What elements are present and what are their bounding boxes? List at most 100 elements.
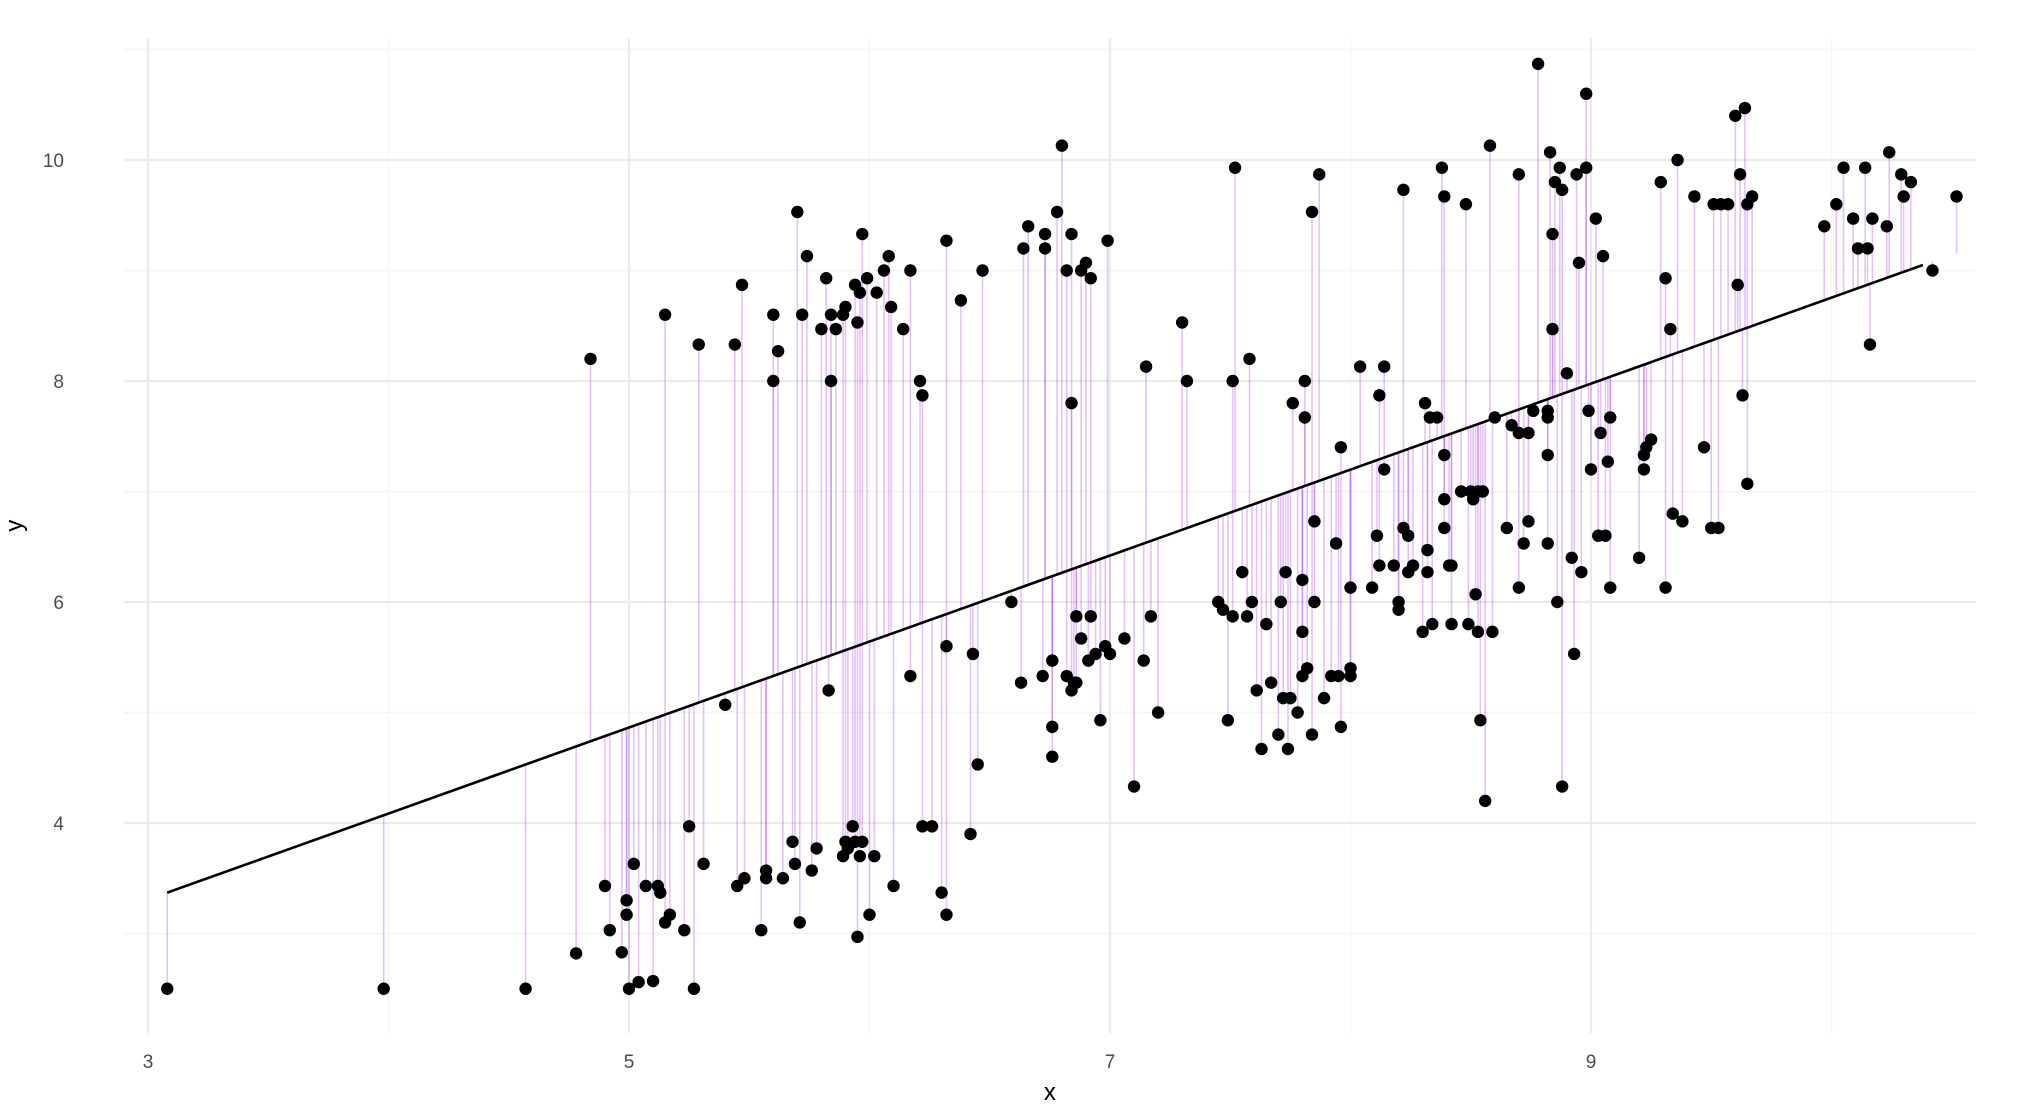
- data-point: [788, 857, 802, 871]
- data-point: [940, 234, 953, 247]
- data-point: [1488, 411, 1502, 424]
- data-point: [1438, 493, 1451, 506]
- fit-line-group: [166, 263, 1924, 894]
- x-axis-title: x: [1044, 1079, 1056, 1104]
- data-points: [161, 57, 1963, 995]
- data-point: [1654, 175, 1667, 189]
- data-point: [1089, 647, 1102, 661]
- data-point: [884, 300, 898, 314]
- data-point: [935, 886, 948, 899]
- data-point: [1308, 595, 1321, 609]
- data-point: [1880, 220, 1894, 233]
- data-point: [1298, 374, 1312, 388]
- data-point: [639, 879, 653, 893]
- data-point: [1118, 632, 1131, 645]
- data-point: [1582, 404, 1595, 418]
- data-point: [1579, 161, 1593, 174]
- data-point: [1334, 441, 1348, 454]
- data-point: [1601, 455, 1615, 468]
- data-point: [603, 923, 616, 937]
- data-point: [1721, 198, 1735, 211]
- data-point: [663, 908, 677, 921]
- data-point: [1462, 617, 1475, 631]
- data-point: [1236, 565, 1249, 579]
- data-point: [791, 205, 804, 219]
- data-point: [1046, 720, 1059, 734]
- data-point: [1397, 183, 1410, 197]
- data-point: [976, 264, 989, 277]
- data-point: [1070, 676, 1083, 689]
- data-point: [1139, 360, 1153, 373]
- data-point: [793, 916, 806, 929]
- data-point: [1560, 367, 1574, 380]
- data-point: [519, 982, 532, 995]
- data-point: [1476, 485, 1489, 498]
- data-point: [940, 640, 953, 653]
- data-point: [1551, 595, 1564, 609]
- data-point: [1579, 87, 1593, 100]
- fit-line: [166, 263, 1924, 894]
- data-point: [767, 374, 780, 388]
- data-point: [1284, 691, 1297, 705]
- data-point: [767, 308, 780, 321]
- data-point: [1329, 537, 1343, 550]
- data-point: [377, 982, 390, 995]
- data-point: [1572, 256, 1586, 269]
- data-point: [1438, 521, 1451, 535]
- data-point: [1070, 610, 1083, 623]
- data-point: [1478, 794, 1492, 808]
- y-axis-ticks: 4 6 8 10: [43, 151, 65, 835]
- data-point: [1392, 595, 1405, 609]
- data-point: [1543, 146, 1557, 159]
- data-point: [856, 227, 869, 241]
- data-point: [904, 669, 917, 683]
- minor-gridlines: [123, 38, 1976, 1033]
- data-point: [1599, 529, 1612, 542]
- data-point: [1084, 272, 1097, 285]
- data-point: [1459, 198, 1473, 211]
- data-point: [1546, 322, 1559, 336]
- data-point: [598, 879, 612, 893]
- data-point: [1486, 625, 1499, 639]
- data-point: [1741, 477, 1754, 490]
- data-point: [1038, 227, 1052, 241]
- data-point: [925, 820, 939, 833]
- y-tick-label: 8: [53, 372, 64, 393]
- x-tick-label: 5: [624, 1052, 635, 1073]
- data-point: [738, 872, 751, 885]
- data-point: [1296, 625, 1309, 639]
- data-point: [1127, 780, 1141, 793]
- data-point: [1228, 161, 1242, 174]
- data-point: [1512, 426, 1526, 440]
- data-point: [632, 975, 645, 989]
- x-tick-label: 3: [143, 1052, 154, 1073]
- data-point: [824, 374, 838, 388]
- data-point: [755, 923, 768, 937]
- data-point: [1522, 515, 1535, 528]
- data-point: [1421, 543, 1434, 557]
- data-point: [1883, 146, 1896, 159]
- data-point: [1522, 426, 1535, 440]
- data-point: [1438, 190, 1451, 203]
- data-point: [735, 278, 749, 292]
- data-point: [1445, 617, 1458, 631]
- data-point: [1469, 588, 1482, 601]
- data-point: [1555, 183, 1569, 197]
- data-point: [853, 849, 867, 863]
- data-point: [620, 908, 633, 921]
- data-point: [1038, 242, 1052, 255]
- data-point: [805, 864, 818, 877]
- data-point: [1036, 669, 1049, 683]
- data-point: [1632, 551, 1646, 564]
- data-point: [1260, 617, 1273, 631]
- data-point: [851, 930, 864, 944]
- data-point: [687, 982, 701, 995]
- data-point: [1240, 610, 1254, 623]
- data-point: [1904, 175, 1918, 189]
- data-point: [1377, 360, 1391, 373]
- data-point: [615, 946, 628, 959]
- data-point: [1818, 220, 1831, 233]
- data-point: [1406, 559, 1420, 572]
- data-point: [1541, 448, 1554, 462]
